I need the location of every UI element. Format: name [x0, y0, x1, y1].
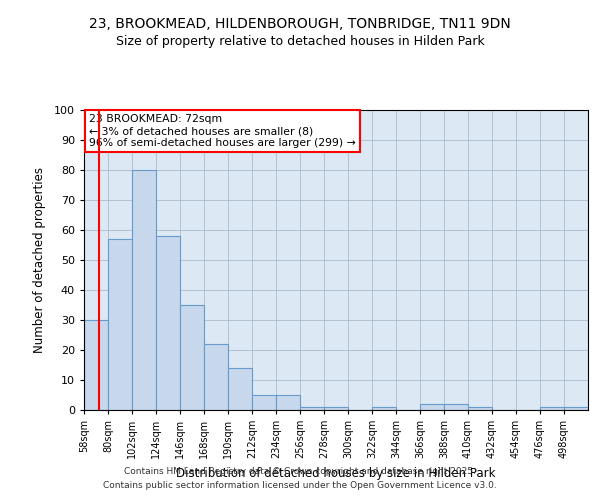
Text: Contains HM Land Registry data © Crown copyright and database right 2025.: Contains HM Land Registry data © Crown c… [124, 467, 476, 476]
Text: 23 BROOKMEAD: 72sqm
← 3% of detached houses are smaller (8)
96% of semi-detached: 23 BROOKMEAD: 72sqm ← 3% of detached hou… [89, 114, 356, 148]
Bar [564, 407, 588, 410]
Bar [156, 236, 180, 410]
Bar [372, 407, 396, 410]
Bar [252, 395, 276, 410]
Bar [276, 395, 300, 410]
Text: 23, BROOKMEAD, HILDENBOROUGH, TONBRIDGE, TN11 9DN: 23, BROOKMEAD, HILDENBOROUGH, TONBRIDGE,… [89, 18, 511, 32]
Bar [132, 170, 156, 410]
Bar [420, 404, 444, 410]
Bar [84, 320, 108, 410]
Bar [228, 368, 252, 410]
Text: Size of property relative to detached houses in Hilden Park: Size of property relative to detached ho… [116, 35, 484, 48]
Bar [180, 305, 204, 410]
Text: Contains public sector information licensed under the Open Government Licence v3: Contains public sector information licen… [103, 481, 497, 490]
Bar [324, 407, 348, 410]
Bar [540, 407, 564, 410]
Y-axis label: Number of detached properties: Number of detached properties [32, 167, 46, 353]
Bar [300, 407, 324, 410]
Bar [444, 404, 468, 410]
Bar [204, 344, 228, 410]
Bar [108, 239, 132, 410]
X-axis label: Distribution of detached houses by size in Hilden Park: Distribution of detached houses by size … [176, 466, 496, 479]
Bar [468, 407, 492, 410]
